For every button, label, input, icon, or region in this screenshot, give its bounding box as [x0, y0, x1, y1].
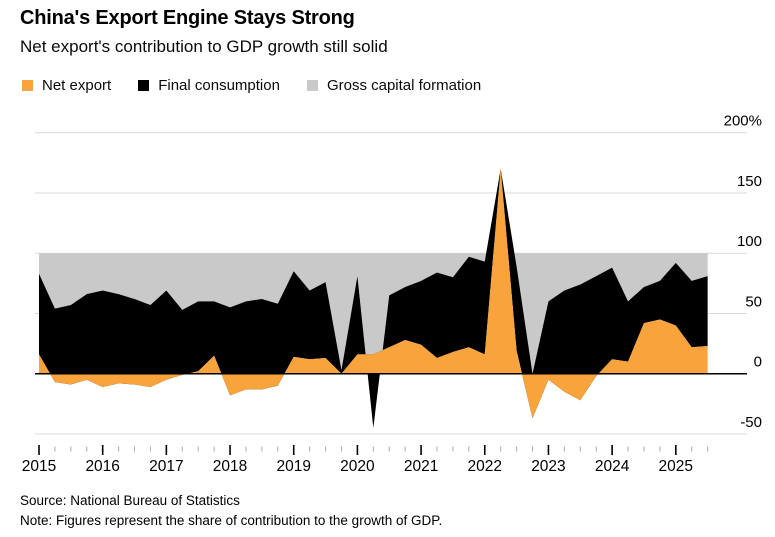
- legend: Net export Final consumption Gross capit…: [22, 77, 481, 94]
- final-consumption-swatch: [138, 80, 150, 91]
- year-label: 2020: [340, 458, 375, 475]
- net-export-swatch: [22, 80, 33, 91]
- legend-label-net-export: Net export: [42, 77, 112, 94]
- source-text: Source: National Bureau of Statistics: [20, 493, 240, 508]
- y-tick-label: 150: [737, 173, 762, 190]
- legend-label-gross-capital-formation: Gross capital formation: [326, 77, 482, 94]
- legend-item-net-export: Net export: [22, 77, 111, 94]
- net-export-area: [39, 168, 708, 419]
- year-label: 2024: [595, 458, 630, 475]
- chart-title: China's Export Engine Stays Strong: [20, 7, 355, 29]
- y-tick-label: 100: [737, 233, 762, 250]
- chart-subtitle: Net export's contribution to GDP growth …: [20, 37, 388, 56]
- gross-capital-formation-swatch: [306, 80, 318, 91]
- y-tick-label: 0: [754, 354, 762, 371]
- legend-item-gross-capital-formation: Gross capital formation: [306, 77, 482, 94]
- x-axis-ticks: [38, 445, 709, 455]
- x-axis-labels: 2015 2016 2017 2018 2019 2020 2021 2022 2023 2024…: [22, 458, 693, 475]
- legend-item-final-consumption: Final consumption: [138, 77, 280, 94]
- year-label: 2018: [213, 458, 247, 475]
- year-label: 2025: [659, 458, 693, 475]
- y-tick-label: 50: [745, 293, 762, 310]
- year-label: 2016: [85, 458, 119, 475]
- final-consumption-area: [39, 168, 708, 428]
- y-tick-label: -50: [740, 414, 762, 431]
- year-label: 2022: [468, 458, 502, 475]
- year-label: 2015: [22, 458, 56, 475]
- gross-capital-formation-area: [39, 168, 708, 428]
- legend-label-final-consumption: Final consumption: [158, 77, 280, 94]
- year-label: 2019: [276, 458, 310, 475]
- year-label: 2021: [404, 458, 438, 475]
- year-label: 2023: [531, 458, 565, 475]
- y-axis-labels: 200% 150 100 50 0 -50: [724, 113, 762, 431]
- y-tick-label: 200%: [724, 113, 762, 130]
- note-text: Note: Figures represent the share of con…: [20, 513, 443, 528]
- year-label: 2017: [149, 458, 183, 475]
